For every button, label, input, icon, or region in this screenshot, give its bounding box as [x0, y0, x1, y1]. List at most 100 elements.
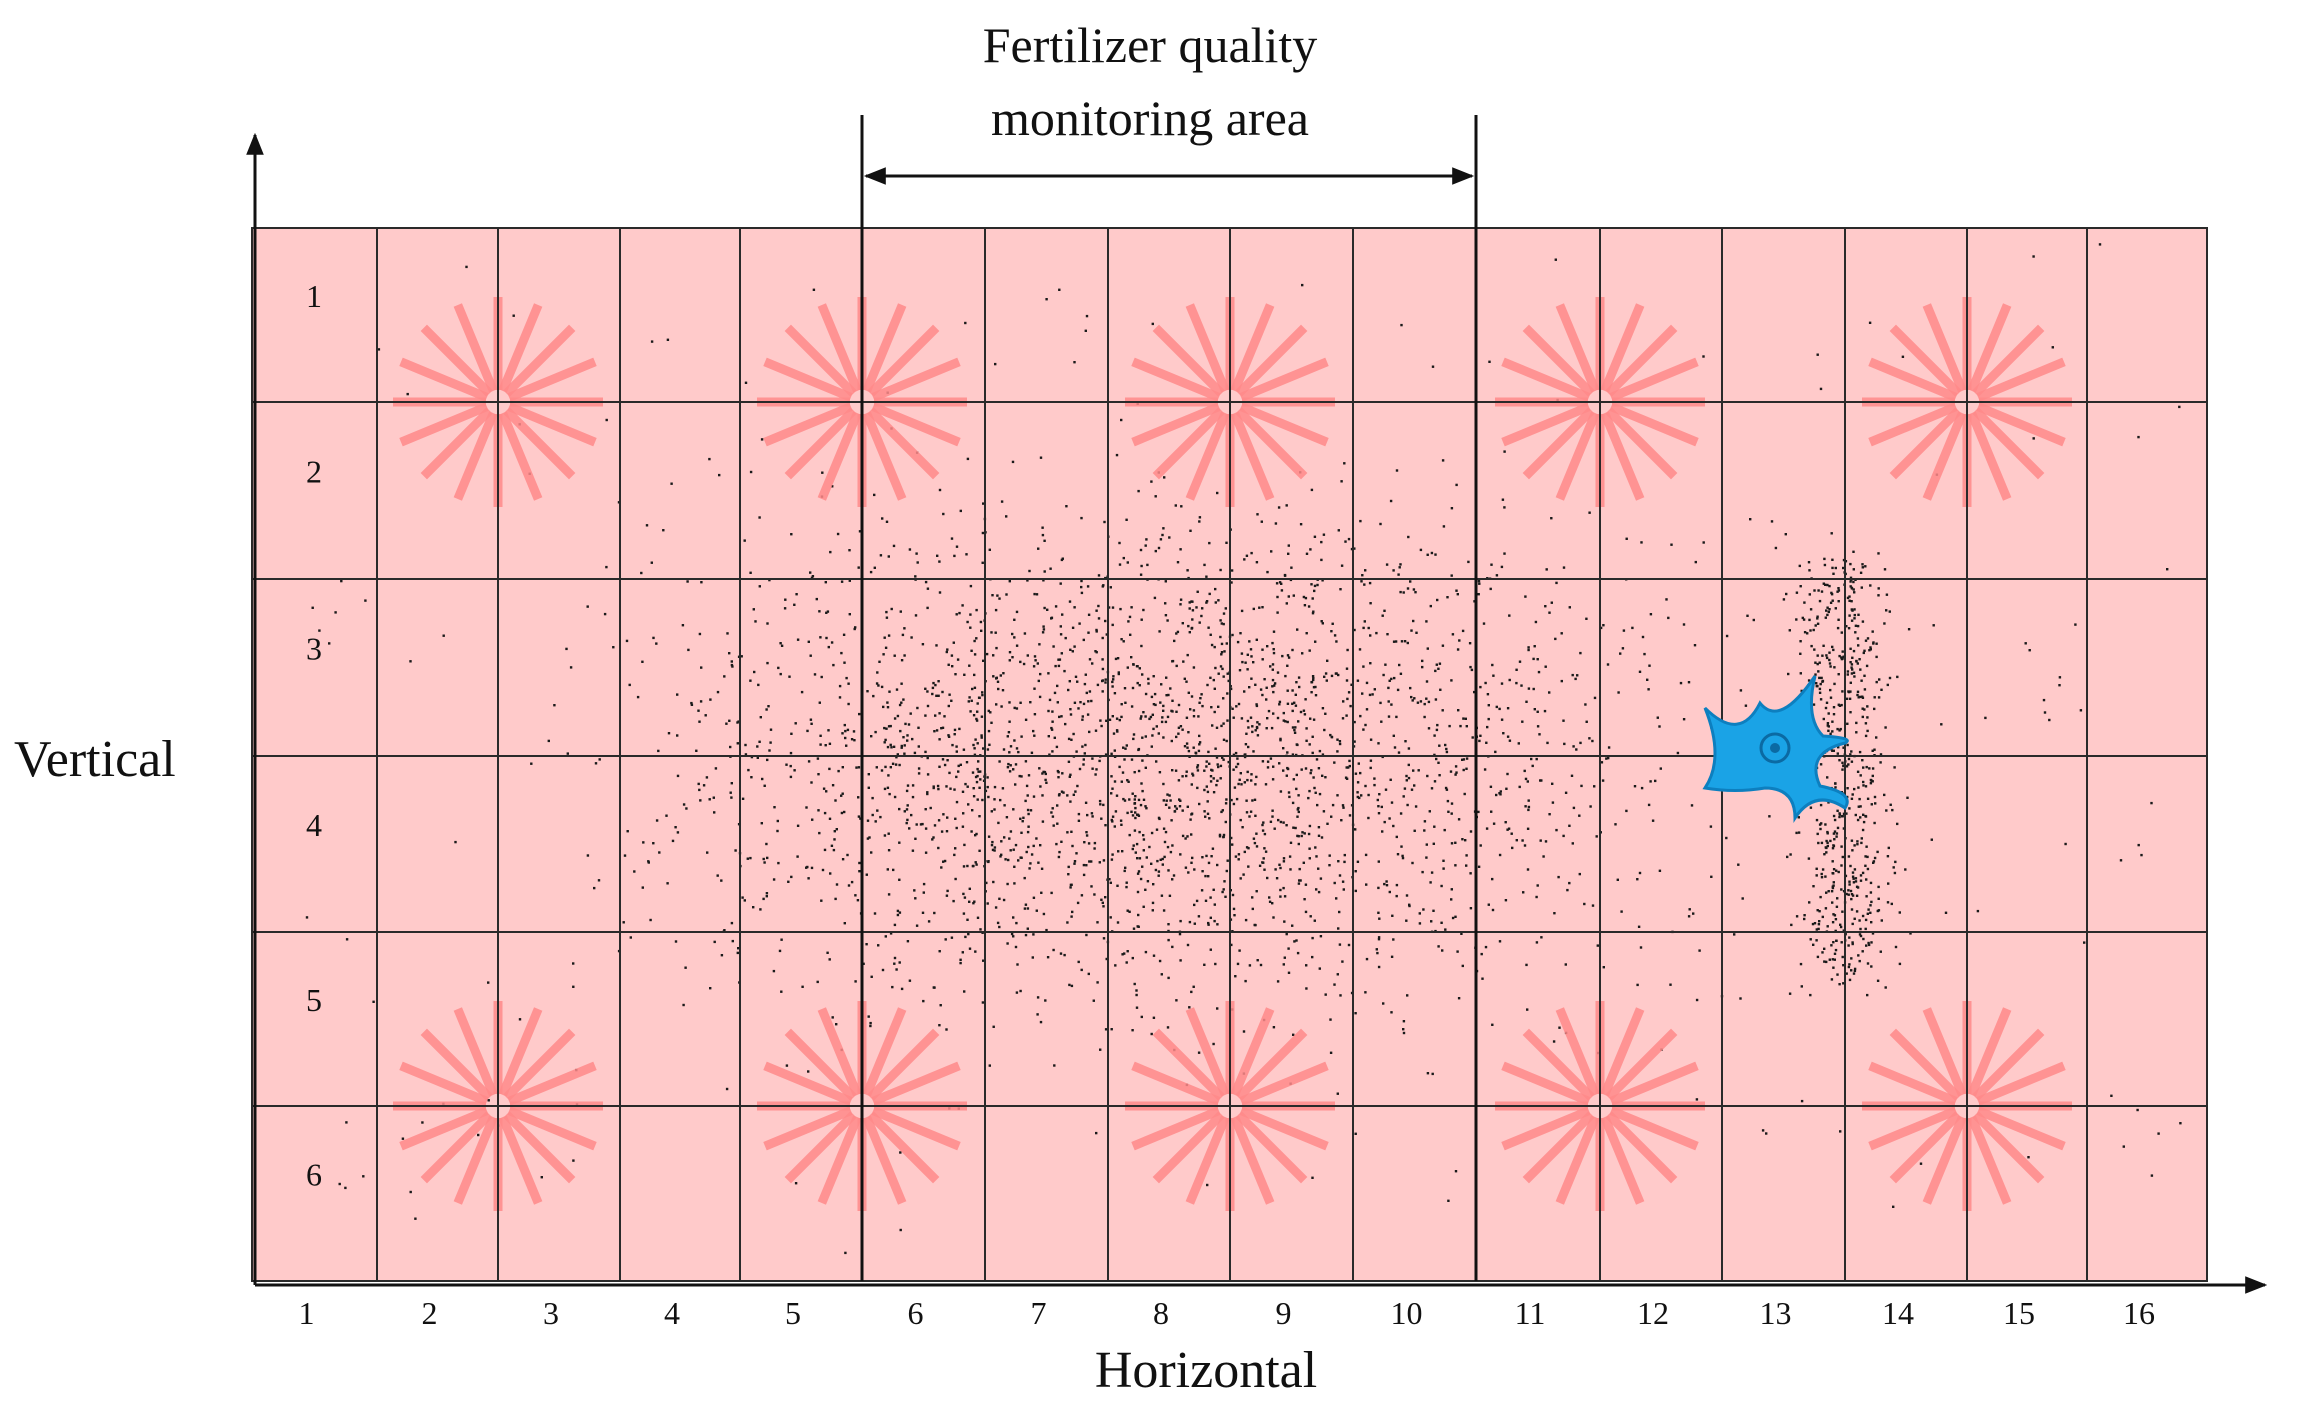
fertilizer-particle: [728, 652, 731, 655]
fertilizer-particle: [1069, 886, 1072, 889]
fertilizer-particle: [1281, 654, 1284, 658]
fertilizer-particle: [796, 855, 799, 858]
fertilizer-particle: [1392, 569, 1395, 572]
fertilizer-particle: [847, 682, 850, 685]
fertilizer-particle: [1849, 562, 1852, 566]
fertilizer-particle: [763, 861, 766, 864]
fertilizer-particle: [1832, 713, 1836, 716]
fertilizer-particle: [1834, 607, 1837, 610]
fertilizer-particle: [833, 830, 836, 833]
fertilizer-particle: [1013, 618, 1016, 621]
fertilizer-particle: [1197, 915, 1201, 918]
fertilizer-particle: [1320, 558, 1323, 562]
fertilizer-particle: [1201, 704, 1204, 708]
fertilizer-particle: [749, 470, 753, 474]
fertilizer-particle: [900, 682, 903, 685]
grid-cell-r1-c16: [2087, 228, 2207, 402]
fertilizer-particle: [1828, 958, 1831, 961]
fertilizer-particle: [838, 696, 842, 699]
fertilizer-particle: [1109, 881, 1112, 884]
fertilizer-particle: [1819, 682, 1822, 686]
fertilizer-particle: [1190, 600, 1193, 603]
fertilizer-particle: [809, 718, 813, 721]
fertilizer-particle: [982, 959, 985, 962]
grid-cell-r4-c3: [498, 756, 620, 932]
row-label-4: 4: [306, 807, 322, 843]
fertilizer-particle: [1052, 645, 1055, 648]
fertilizer-particle: [1825, 609, 1828, 612]
fertilizer-particle: [1188, 631, 1191, 634]
fertilizer-particle: [1059, 633, 1063, 636]
fertilizer-particle: [994, 906, 998, 909]
fertilizer-particle: [1392, 824, 1395, 828]
fertilizer-particle: [822, 787, 826, 790]
fertilizer-particle: [1220, 651, 1224, 654]
fertilizer-particle: [1291, 753, 1295, 756]
fertilizer-particle: [1297, 720, 1300, 723]
fertilizer-particle: [1322, 810, 1326, 813]
fertilizer-particle: [1830, 890, 1834, 893]
fertilizer-particle: [1262, 861, 1265, 864]
fertilizer-particle: [1831, 901, 1834, 904]
fertilizer-particle: [1436, 723, 1439, 727]
fertilizer-particle: [887, 832, 890, 835]
fertilizer-particle: [895, 756, 898, 759]
fertilizer-particle: [1621, 647, 1625, 650]
fertilizer-particle: [1461, 964, 1464, 968]
fertilizer-particle: [1109, 586, 1112, 589]
fertilizer-particle: [817, 809, 820, 812]
fertilizer-particle: [1670, 543, 1673, 546]
fertilizer-particle: [1832, 648, 1835, 652]
fertilizer-particle: [642, 841, 645, 844]
fertilizer-particle: [1896, 675, 1899, 679]
fertilizer-particle: [1387, 686, 1390, 690]
fertilizer-particle: [1869, 891, 1873, 894]
fertilizer-particle: [1287, 656, 1291, 659]
fertilizer-particle: [1803, 914, 1806, 917]
x-axis-label: Horizontal: [1095, 1342, 1317, 1399]
fertilizer-particle: [1247, 865, 1250, 868]
fertilizer-particle: [1826, 844, 1829, 848]
fertilizer-particle: [1314, 791, 1317, 794]
fertilizer-particle: [1041, 820, 1045, 823]
fertilizer-particle: [421, 1121, 424, 1124]
fertilizer-particle: [1313, 589, 1316, 593]
fertilizer-particle: [1861, 950, 1864, 953]
fertilizer-particle: [1225, 798, 1228, 801]
fertilizer-particle: [1872, 860, 1876, 863]
fertilizer-particle: [1197, 1051, 1201, 1054]
fertilizer-particle: [1198, 741, 1202, 744]
fertilizer-particle: [1227, 679, 1230, 683]
fertilizer-particle: [1162, 909, 1166, 912]
fertilizer-particle: [1834, 918, 1838, 921]
fertilizer-particle: [944, 938, 947, 941]
fertilizer-particle: [1850, 908, 1854, 911]
fertilizer-particle: [684, 966, 687, 969]
fertilizer-particle: [1406, 994, 1409, 997]
fertilizer-particle: [1317, 826, 1321, 829]
fertilizer-particle: [1825, 891, 1828, 894]
fertilizer-particle: [830, 844, 834, 847]
fertilizer-particle: [1013, 636, 1016, 639]
fertilizer-particle: [1854, 880, 1858, 883]
fertilizer-particle: [1451, 633, 1455, 636]
fertilizer-particle: [1304, 698, 1307, 701]
fertilizer-particle: [1184, 866, 1188, 869]
fertilizer-particle: [759, 908, 762, 911]
fertilizer-particle: [865, 873, 868, 876]
fertilizer-particle: [883, 834, 887, 837]
fertilizer-particle: [1527, 805, 1531, 809]
fertilizer-particle: [1984, 716, 1987, 720]
fertilizer-particle: [1164, 580, 1167, 583]
fertilizer-particle: [1185, 742, 1189, 745]
fertilizer-particle: [932, 681, 935, 685]
fertilizer-particle: [1887, 882, 1890, 885]
fertilizer-particle: [1119, 819, 1123, 822]
fertilizer-particle: [1101, 636, 1104, 640]
fertilizer-particle: [769, 741, 772, 744]
fertilizer-particle: [1434, 553, 1437, 556]
fertilizer-particle: [1659, 767, 1662, 770]
fertilizer-particle: [1105, 719, 1108, 722]
fertilizer-particle: [1224, 607, 1227, 610]
fertilizer-particle: [1169, 850, 1173, 854]
